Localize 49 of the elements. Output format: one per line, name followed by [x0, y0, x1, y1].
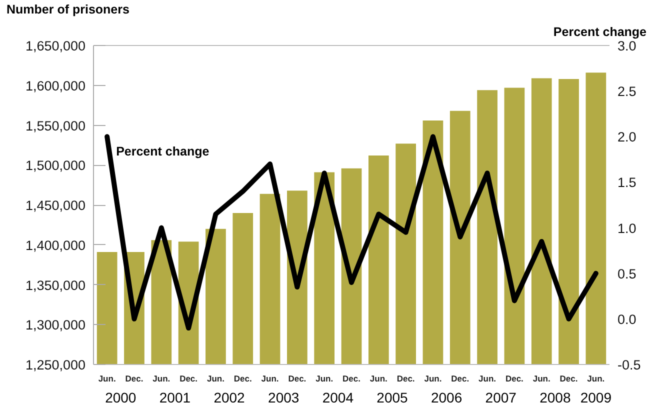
x-tick-label: Jun. — [532, 374, 550, 384]
x-tick-label: Dec. — [180, 374, 198, 384]
text: 2009 — [580, 390, 612, 405]
x-tick-label: Jun. — [206, 374, 224, 384]
y-tick-label: 1,650,000 — [25, 38, 86, 54]
y2-axis-title: Percent change — [553, 25, 647, 39]
x-tick-label: Dec. — [234, 374, 252, 384]
y2-tick-label: 1.5 — [618, 175, 636, 190]
x-tick-label: Dec. — [396, 374, 415, 384]
x-tick-label: Jun. — [261, 374, 279, 384]
y2-tick-label: 2.5 — [618, 84, 636, 100]
y2-tick-label: 0.0 — [618, 312, 636, 327]
text: 2003 — [268, 390, 300, 405]
y-tick-label: 1,600,000 — [25, 78, 86, 94]
text: 2007 — [485, 390, 517, 405]
x-tick-label: Dec. — [125, 374, 144, 384]
x-tick-label: Jun. — [478, 374, 496, 384]
x-tick-label: Jun. — [316, 374, 334, 384]
y-tick-label: 1,500,000 — [25, 158, 86, 174]
text: 2005 — [376, 390, 408, 405]
y-axis-title: Number of prisoners — [6, 2, 130, 16]
y2-tick-label: -0.5 — [618, 358, 641, 372]
text: 2008 — [540, 390, 571, 405]
text: 2001 — [159, 390, 191, 405]
x-tick-label: Dec. — [505, 374, 524, 384]
y2-tick-label: 0.5 — [618, 266, 636, 282]
x-tick-label: Jun. — [152, 374, 170, 384]
x-tick-label: Jun. — [98, 374, 116, 384]
series-label: Percent change — [116, 144, 210, 159]
x-tick-label: Jun. — [587, 374, 605, 384]
y-tick-label: 1,550,000 — [25, 118, 86, 134]
y-tick-label: 1,300,000 — [25, 318, 86, 333]
x-tick-label: Dec. — [288, 374, 306, 384]
y2-tick-label: 2.0 — [618, 130, 636, 145]
y2-tick-label: 1.0 — [618, 220, 636, 236]
x-tick-label: Dec. — [342, 374, 360, 384]
text: 2000 — [105, 390, 136, 405]
y-tick-label: 1,350,000 — [25, 278, 86, 293]
text: 2006 — [430, 390, 462, 405]
x-tick-label: Jun. — [370, 374, 388, 384]
x-tick-label: Jun. — [424, 374, 442, 384]
y-tick-label: 1,400,000 — [25, 238, 86, 253]
text: 2004 — [322, 390, 354, 405]
x-tick-label: Dec. — [451, 374, 470, 384]
y2-tick-label: 3.0 — [618, 38, 636, 54]
y-tick-label: 1,450,000 — [25, 198, 86, 213]
x-tick-label: Dec. — [560, 374, 578, 384]
y-tick-label: 1,250,000 — [25, 358, 86, 372]
text: 2002 — [214, 390, 246, 405]
